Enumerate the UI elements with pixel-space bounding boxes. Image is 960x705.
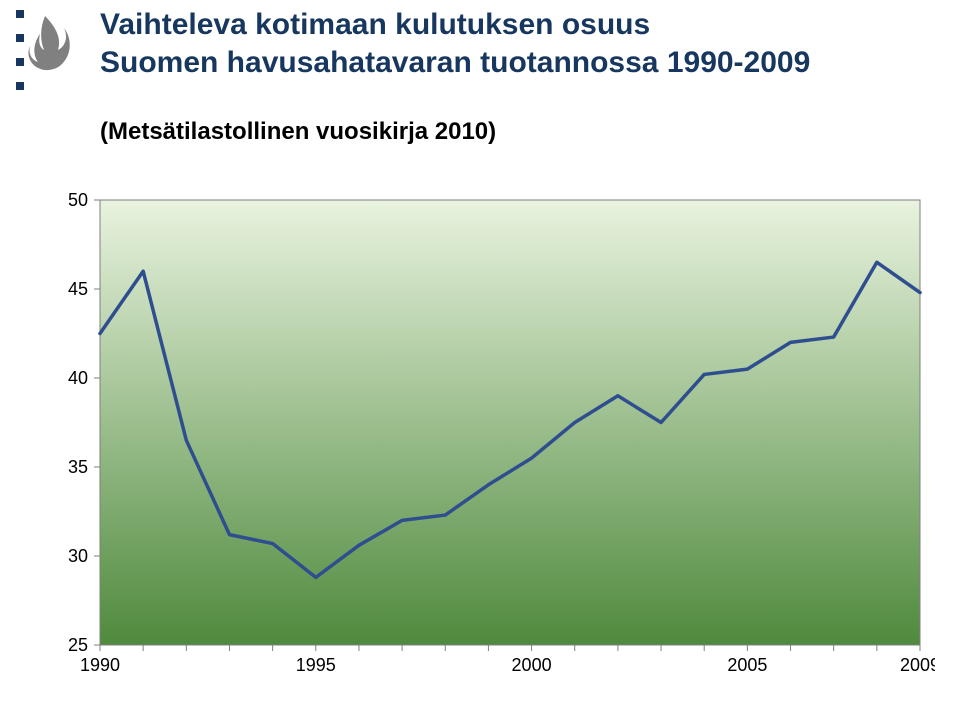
y-tick-label: 40 [68, 368, 88, 388]
flame-icon [28, 16, 69, 70]
logo-square [16, 82, 24, 90]
x-tick-label: 2005 [727, 655, 767, 675]
y-tick-label: 25 [68, 635, 88, 655]
logo-square [16, 34, 24, 42]
title-line-2: Suomen havusahatavaran tuotannossa 1990-… [100, 44, 950, 82]
y-tick-label: 50 [68, 190, 88, 210]
slide: Vaihteleva kotimaan kulutuksen osuus Suo… [0, 0, 960, 705]
y-tick-label: 45 [68, 279, 88, 299]
y-tick-label: 35 [68, 457, 88, 477]
logo-square [16, 58, 24, 66]
logo [10, 8, 80, 98]
title-line-1: Vaihteleva kotimaan kulutuksen osuus [100, 6, 950, 44]
x-tick-label: 2000 [512, 655, 552, 675]
line-chart: 25 30 35 40 45 50 1990 1995 2000 2005 2009 [55, 190, 935, 680]
y-tick-label: 30 [68, 546, 88, 566]
slide-subtitle: (Metsätilastollinen vuosikirja 2010) [100, 118, 496, 146]
x-tick-label: 2009 [900, 655, 935, 675]
plot-area [100, 200, 920, 645]
slide-title: Vaihteleva kotimaan kulutuksen osuus Suo… [100, 6, 950, 81]
x-tick-label: 1990 [80, 655, 120, 675]
x-tick-label: 1995 [296, 655, 336, 675]
logo-square [16, 10, 24, 18]
